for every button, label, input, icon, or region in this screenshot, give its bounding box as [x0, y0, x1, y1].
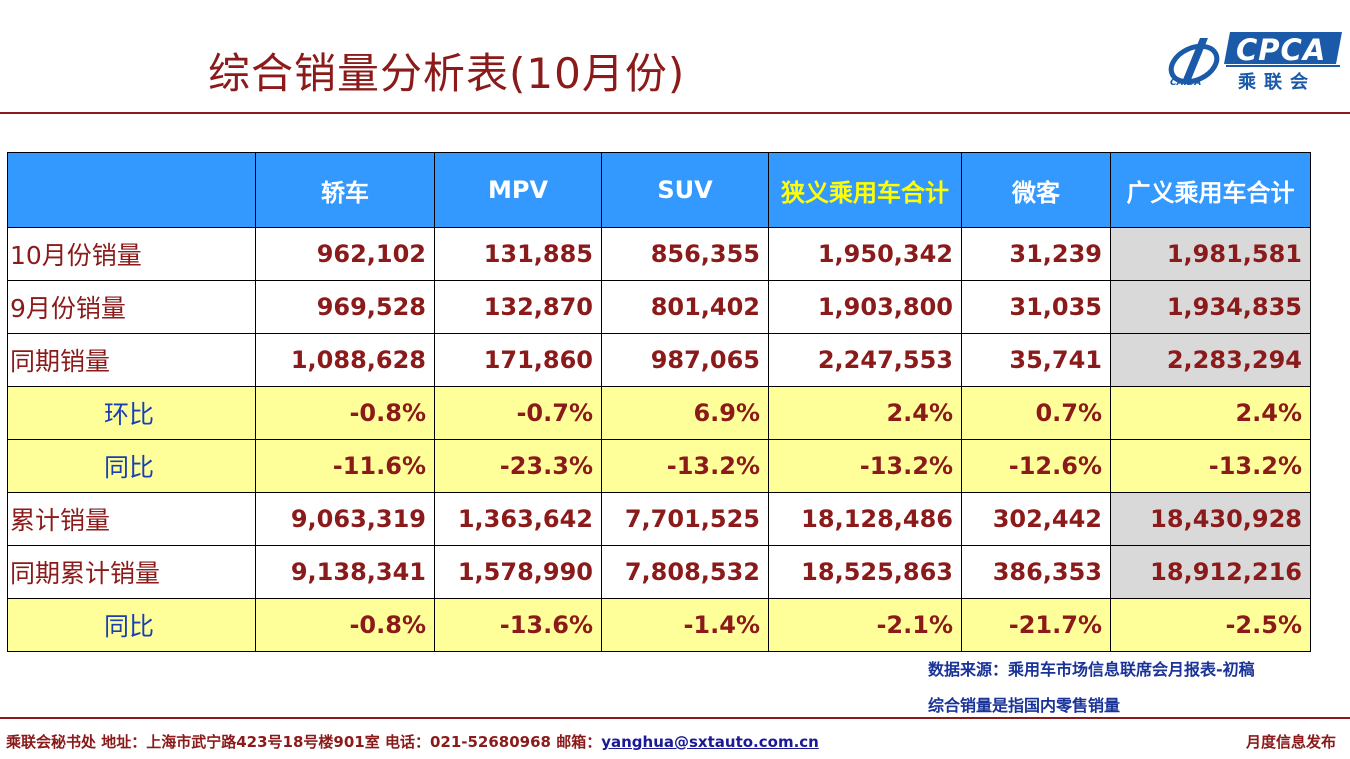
- row-label: 同比: [7, 439, 256, 493]
- table-header-row: 轿车 MPV SUV 狭义乘用车合计 微客 广义乘用车合计: [7, 152, 1311, 228]
- header-cell-corner: [7, 152, 256, 228]
- row-label: 同比: [7, 598, 256, 652]
- row-label: 环比: [7, 386, 256, 440]
- table-cell: 18,912,216: [1110, 545, 1311, 599]
- table-row: 同期累计销量 9,138,341 1,578,990 7,808,532 18,…: [7, 545, 1311, 599]
- table-cell: -13.6%: [434, 598, 602, 652]
- table-cell: 801,402: [601, 280, 769, 334]
- table-cell: -0.8%: [255, 386, 435, 440]
- table-cell: 2.4%: [768, 386, 962, 440]
- footer-contact: 乘联会秘书处 地址：上海市武宁路423号18号楼901室 电话：021-5268…: [6, 731, 819, 752]
- table-cell: 987,065: [601, 333, 769, 387]
- table-cell: 302,442: [961, 492, 1111, 546]
- row-label: 10月份销量: [7, 227, 256, 281]
- table-cell: 6.9%: [601, 386, 769, 440]
- table-cell: 1,903,800: [768, 280, 962, 334]
- table-cell: 18,430,928: [1110, 492, 1311, 546]
- table-cell: 18,128,486: [768, 492, 962, 546]
- table-row: 9月份销量 969,528 132,870 801,402 1,903,800 …: [7, 280, 1311, 334]
- table-cell: 386,353: [961, 545, 1111, 599]
- table-row: 同比 -0.8% -13.6% -1.4% -2.1% -21.7% -2.5%: [7, 598, 1311, 652]
- table-cell: 962,102: [255, 227, 435, 281]
- table-row: 同比 -11.6% -23.3% -13.2% -13.2% -12.6% -1…: [7, 439, 1311, 493]
- table-cell: 2,247,553: [768, 333, 962, 387]
- footer-release-label: 月度信息发布: [1245, 733, 1336, 751]
- table-cell: 1,950,342: [768, 227, 962, 281]
- table-cell: 31,239: [961, 227, 1111, 281]
- table-row: 同期销量 1,088,628 171,860 987,065 2,247,553…: [7, 333, 1311, 387]
- table-cell: 1,934,835: [1110, 280, 1311, 334]
- table-cell: -13.2%: [768, 439, 962, 493]
- table-cell: 1,578,990: [434, 545, 602, 599]
- header-cell-narrow-total: 狭义乘用车合计: [768, 152, 962, 228]
- table-cell: -13.2%: [601, 439, 769, 493]
- table-cell: -21.7%: [961, 598, 1111, 652]
- table-cell: 7,701,525: [601, 492, 769, 546]
- top-divider: [0, 112, 1350, 114]
- table-cell: -13.2%: [1110, 439, 1311, 493]
- header-cell-broad-total: 广义乘用车合计: [1110, 152, 1311, 228]
- table-cell: 2,283,294: [1110, 333, 1311, 387]
- table-cell: 2.4%: [1110, 386, 1311, 440]
- table-cell: -0.8%: [255, 598, 435, 652]
- table-cell: -2.5%: [1110, 598, 1311, 652]
- table-cell: 0.7%: [961, 386, 1111, 440]
- logo-icon: [1168, 32, 1342, 85]
- table-row: 累计销量 9,063,319 1,363,642 7,701,525 18,12…: [7, 492, 1311, 546]
- table-cell: 9,138,341: [255, 545, 435, 599]
- table-row: 10月份销量 962,102 131,885 856,355 1,950,342…: [7, 227, 1311, 281]
- table-cell: -2.1%: [768, 598, 962, 652]
- row-label: 同期销量: [7, 333, 256, 387]
- row-label: 9月份销量: [7, 280, 256, 334]
- sales-analysis-table: 轿车 MPV SUV 狭义乘用车合计 微客 广义乘用车合计 10月份销量 962…: [7, 152, 1311, 652]
- row-label: 累计销量: [7, 492, 256, 546]
- logo-text: CPCA: [1236, 33, 1327, 67]
- logo-chinese-name: 乘联会: [1238, 72, 1316, 93]
- data-source-note: 数据来源：乘用车市场信息联席会月报表-初稿: [928, 660, 1255, 679]
- header-cell-sedan: 轿车: [255, 152, 435, 228]
- table-cell: 131,885: [434, 227, 602, 281]
- table-cell: 7,808,532: [601, 545, 769, 599]
- table-cell: 35,741: [961, 333, 1111, 387]
- table-cell: 18,525,863: [768, 545, 962, 599]
- table-cell: 969,528: [255, 280, 435, 334]
- table-cell: -0.7%: [434, 386, 602, 440]
- table-cell: 132,870: [434, 280, 602, 334]
- header-cell-suv: SUV: [601, 152, 769, 228]
- logo-subtext: CAIDA: [1170, 78, 1202, 88]
- footer-email-link[interactable]: yanghua@sxtauto.com.cn: [601, 733, 819, 751]
- table-cell: 856,355: [601, 227, 769, 281]
- page-title: 综合销量分析表(10月份): [208, 49, 686, 98]
- table-cell: 1,981,581: [1110, 227, 1311, 281]
- table-cell: -1.4%: [601, 598, 769, 652]
- bottom-divider: [0, 717, 1350, 719]
- table-cell: 1,088,628: [255, 333, 435, 387]
- header-cell-mpv: MPV: [434, 152, 602, 228]
- table-cell: -23.3%: [434, 439, 602, 493]
- table-cell: 9,063,319: [255, 492, 435, 546]
- table-row: 环比 -0.8% -0.7% 6.9% 2.4% 0.7% 2.4%: [7, 386, 1311, 440]
- table-cell: 31,035: [961, 280, 1111, 334]
- header-cell-minivan: 微客: [961, 152, 1111, 228]
- footer-address: 乘联会秘书处 地址：上海市武宁路423号18号楼901室 电话：021-5268…: [6, 733, 602, 751]
- row-label: 同期累计销量: [7, 545, 256, 599]
- table-cell: -12.6%: [961, 439, 1111, 493]
- definition-note: 综合销量是指国内零售销量: [928, 696, 1121, 715]
- table-cell: 171,860: [434, 333, 602, 387]
- table-cell: -11.6%: [255, 439, 435, 493]
- table-cell: 1,363,642: [434, 492, 602, 546]
- cpca-logo: CPCA 乘联会 CAIDA: [1160, 30, 1345, 93]
